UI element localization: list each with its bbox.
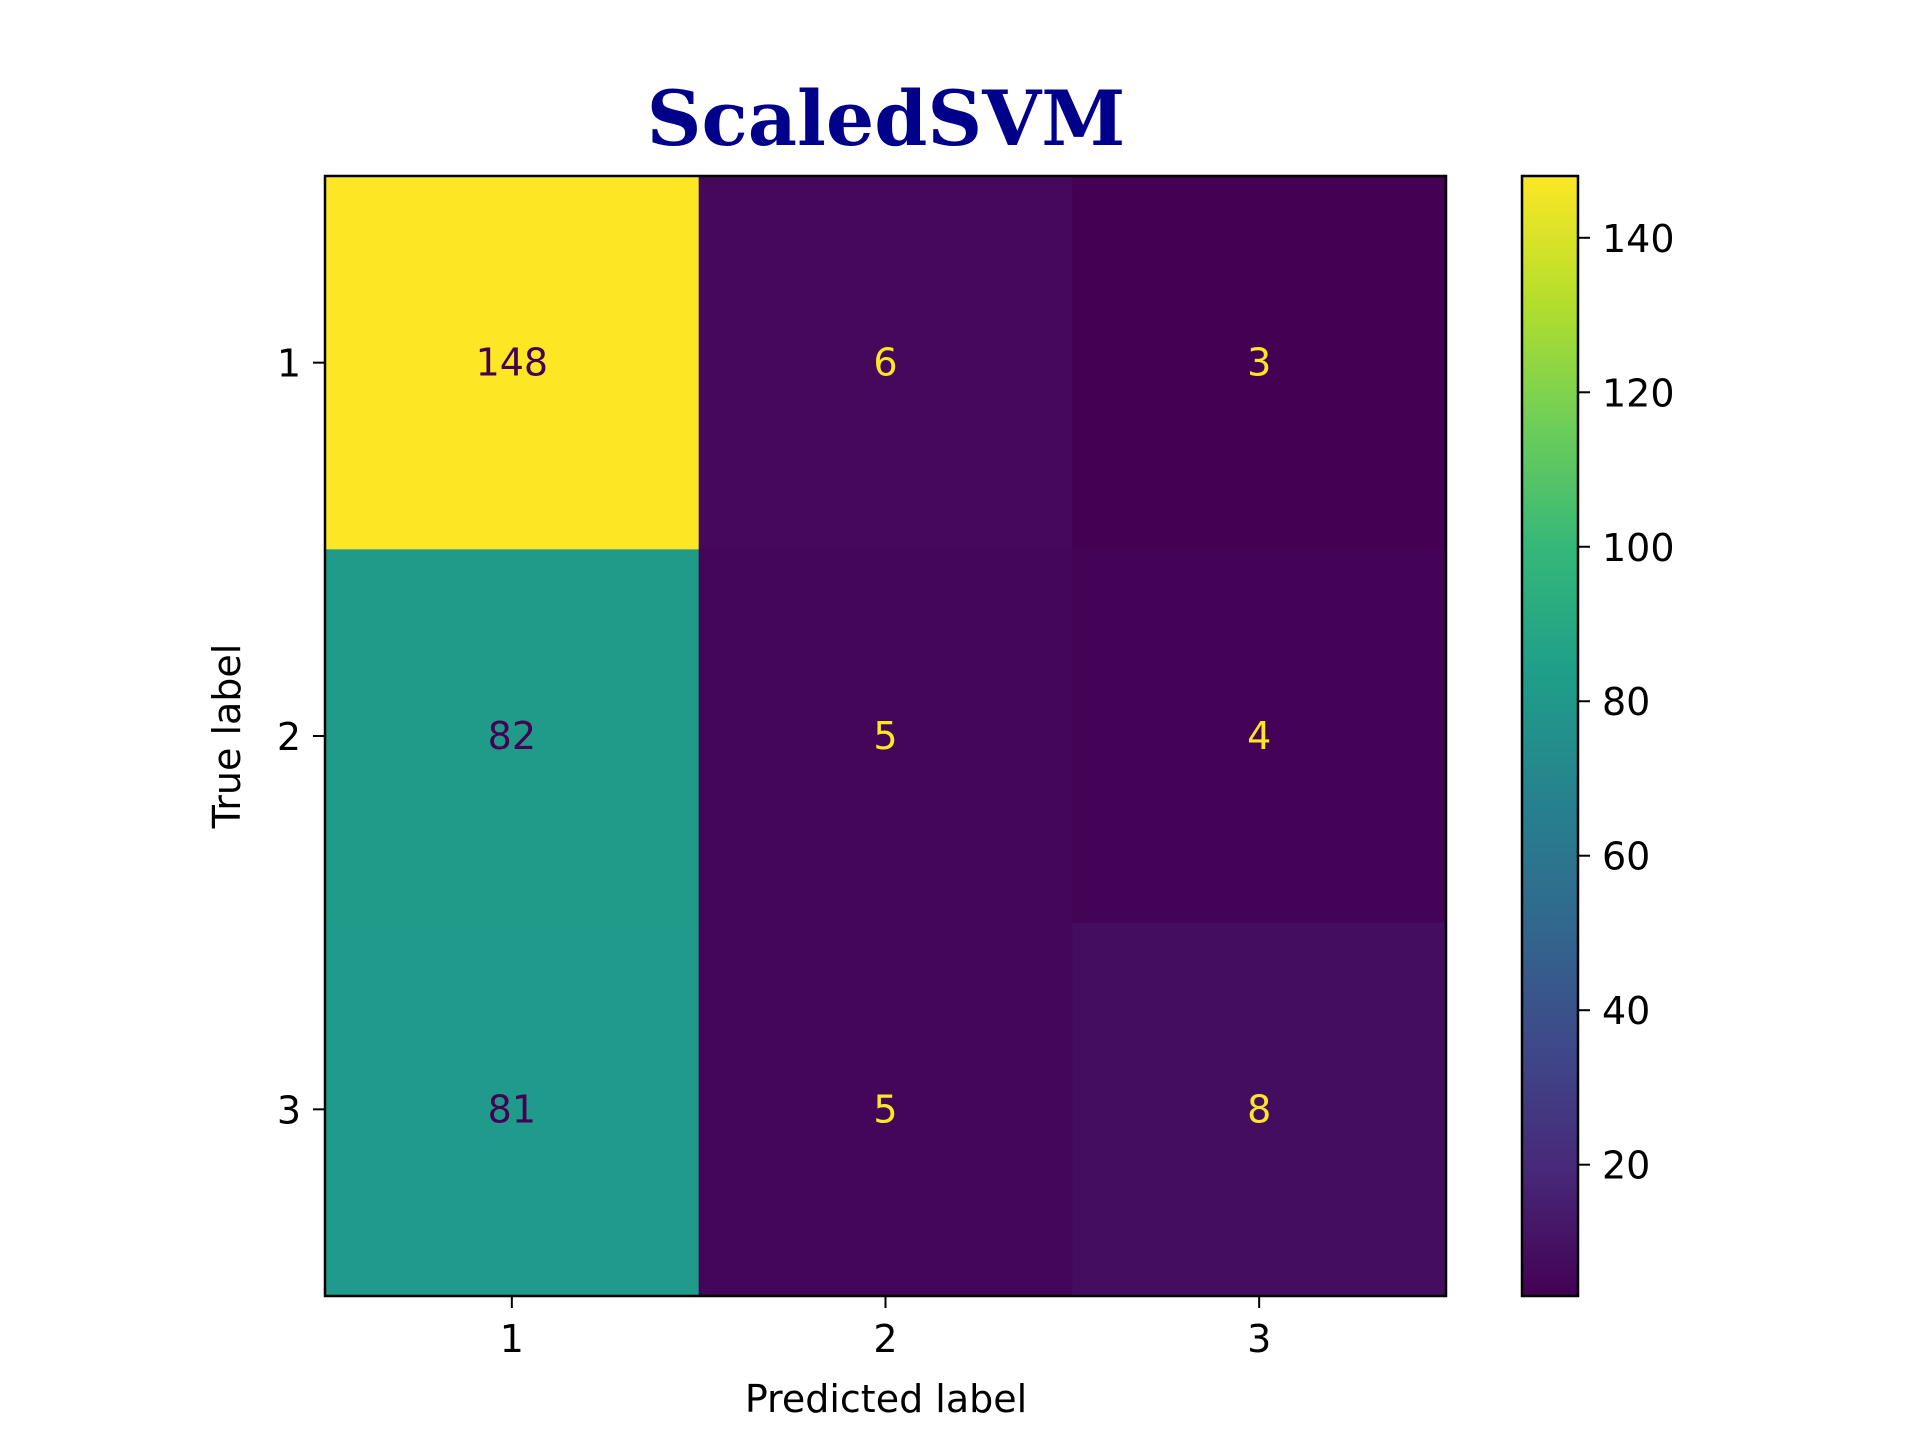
colorbar-tick-label: 120 — [1602, 371, 1675, 415]
heatmap-cell — [698, 549, 1073, 924]
colorbar-tick-label: 80 — [1602, 680, 1650, 724]
cell-value-label: 6 — [873, 341, 897, 385]
heatmap-cell — [698, 922, 1073, 1297]
heatmap-cell — [1072, 176, 1447, 550]
y-tick-label: 3 — [277, 1088, 301, 1132]
x-tick-label: 3 — [1247, 1317, 1271, 1361]
colorbar-tick-label: 20 — [1602, 1144, 1650, 1188]
chart-title: ScaledSVM — [647, 74, 1126, 163]
cell-value-label: 82 — [488, 714, 536, 758]
heatmap-cells: 148 6 3 82 5 4 81 5 8 — [325, 176, 1447, 1297]
heatmap-cell — [698, 176, 1073, 550]
heatmap-cell — [325, 176, 700, 550]
colorbar-tick-label: 140 — [1602, 217, 1675, 261]
colorbar-tick-label: 60 — [1602, 835, 1650, 879]
cell-value-label: 5 — [873, 1087, 897, 1131]
cell-value-label: 4 — [1247, 714, 1271, 758]
cell-value-label: 81 — [488, 1087, 536, 1131]
y-axis: 1 2 3 — [277, 342, 325, 1132]
colorbar-tick-label: 40 — [1602, 989, 1650, 1033]
x-axis: 1 2 3 — [500, 1296, 1271, 1361]
cell-value-label: 5 — [873, 714, 897, 758]
y-tick-label: 1 — [277, 342, 301, 386]
heatmap-cell — [325, 549, 700, 924]
heatmap-cell — [1072, 549, 1447, 924]
y-tick-label: 2 — [277, 715, 301, 759]
colorbar-ticks: 20 40 60 80 100 120 140 — [1578, 217, 1675, 1188]
colorbar — [1520, 174, 1580, 1298]
cell-value-label: 148 — [476, 341, 549, 385]
heatmap-cell — [1072, 922, 1447, 1297]
x-axis-label: Predicted label — [745, 1377, 1027, 1421]
cell-value-label: 3 — [1247, 341, 1271, 385]
x-tick-label: 1 — [500, 1317, 524, 1361]
x-tick-label: 2 — [873, 1317, 897, 1361]
heatmap-cell — [325, 922, 700, 1297]
colorbar-tick-label: 100 — [1602, 526, 1675, 570]
cell-value-label: 8 — [1247, 1087, 1271, 1131]
y-axis-label: True label — [205, 644, 249, 830]
